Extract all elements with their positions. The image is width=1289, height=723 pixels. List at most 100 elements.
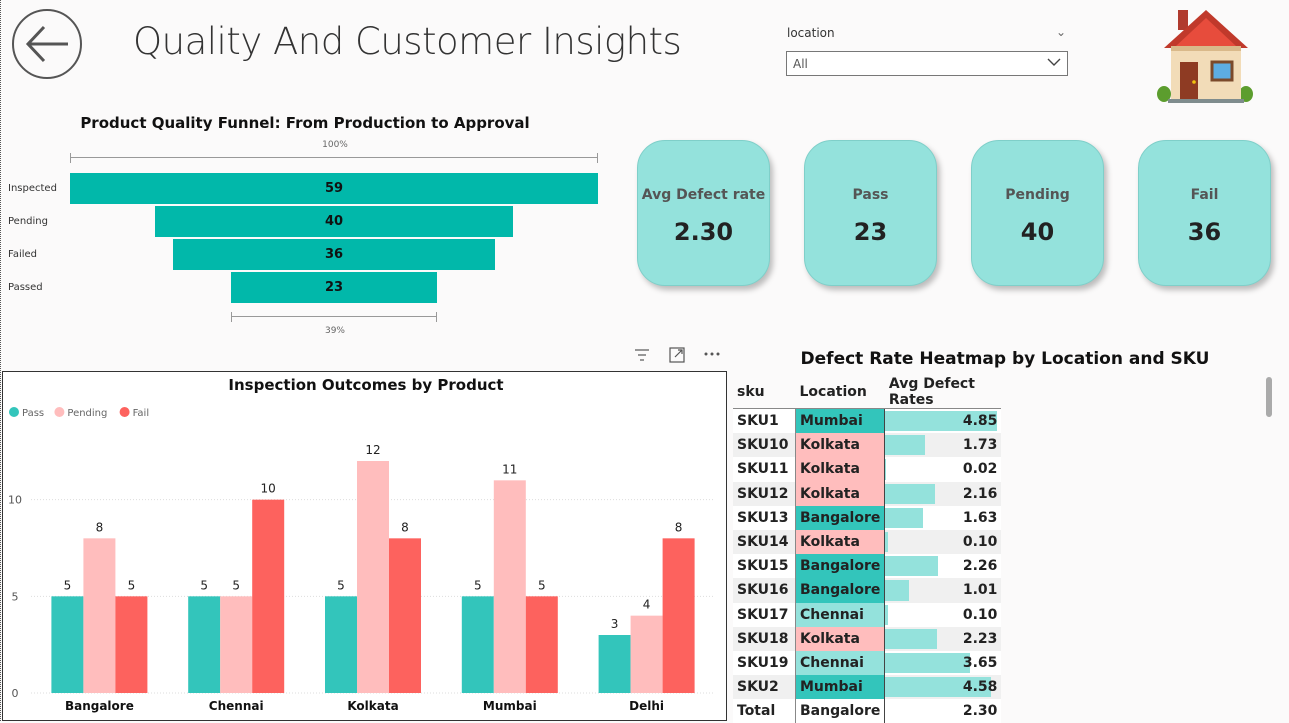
data-label: 8 bbox=[96, 520, 104, 534]
back-button[interactable] bbox=[12, 9, 82, 79]
total-rate-value: 2.30 bbox=[885, 703, 1001, 719]
legend-label[interactable]: Fail bbox=[133, 408, 150, 419]
card-label: Fail bbox=[1139, 187, 1270, 203]
sku-cell: SKU1 bbox=[733, 409, 796, 434]
visual-header-icons bbox=[634, 345, 724, 365]
rate-value: 4.85 bbox=[885, 413, 1001, 429]
rate-value: 2.16 bbox=[885, 486, 1001, 502]
sku-cell: SKU14 bbox=[733, 530, 796, 554]
bar[interactable] bbox=[188, 596, 220, 693]
column-header-avg-defect-rates[interactable]: Avg Defect Rates bbox=[885, 376, 1002, 409]
rate-cell: 0.10 bbox=[885, 603, 1002, 627]
data-label: 5 bbox=[232, 578, 240, 592]
legend-label[interactable]: Pending bbox=[67, 408, 107, 419]
data-label: 3 bbox=[611, 617, 619, 631]
bar[interactable] bbox=[220, 596, 252, 693]
location-cell: Bangalore bbox=[796, 554, 885, 578]
funnel-bar[interactable]: 23 bbox=[231, 272, 437, 303]
data-label: 8 bbox=[401, 520, 409, 534]
card-label: Pending bbox=[972, 187, 1103, 203]
bar[interactable] bbox=[663, 538, 695, 693]
rate-cell: 2.26 bbox=[885, 554, 1002, 578]
rate-value: 0.10 bbox=[885, 607, 1001, 623]
sku-cell: SKU11 bbox=[733, 457, 796, 481]
rate-value: 1.63 bbox=[885, 510, 1001, 526]
house-icon[interactable] bbox=[1156, 4, 1256, 104]
data-label: 12 bbox=[365, 443, 380, 457]
funnel-bar[interactable]: 59 bbox=[70, 173, 598, 204]
filter-icon[interactable] bbox=[634, 348, 650, 362]
column-header-sku[interactable]: sku bbox=[733, 376, 796, 409]
bar[interactable] bbox=[599, 635, 631, 693]
bar[interactable] bbox=[83, 538, 115, 693]
data-label: 5 bbox=[474, 578, 482, 592]
funnel-bar[interactable]: 36 bbox=[173, 239, 495, 270]
more-options-icon[interactable] bbox=[704, 352, 720, 356]
rate-value: 2.26 bbox=[885, 558, 1001, 574]
sku-cell: SKU10 bbox=[733, 433, 796, 457]
location-cell: Chennai bbox=[796, 603, 885, 627]
column-header-location[interactable]: Location bbox=[796, 376, 885, 409]
data-label: 5 bbox=[538, 578, 546, 592]
sku-cell: SKU18 bbox=[733, 627, 796, 651]
rate-cell: 4.85 bbox=[885, 409, 1002, 434]
rate-value: 1.01 bbox=[885, 582, 1001, 598]
focus-mode-icon[interactable] bbox=[669, 347, 685, 363]
rate-cell: 0.02 bbox=[885, 457, 1002, 481]
sku-cell: SKU17 bbox=[733, 603, 796, 627]
table-scrollbar[interactable] bbox=[1266, 377, 1272, 417]
kpi-card-pending: Pending 40 bbox=[971, 140, 1104, 286]
funnel-bottom-bracket bbox=[231, 312, 437, 322]
rate-cell: 2.16 bbox=[885, 482, 1002, 506]
rate-cell: 4.58 bbox=[885, 675, 1002, 699]
funnel-stage-label: Failed bbox=[8, 249, 37, 260]
funnel-stage-label: Pending bbox=[8, 216, 48, 227]
bar[interactable] bbox=[325, 596, 357, 693]
bar[interactable] bbox=[252, 500, 284, 693]
rate-value: 4.58 bbox=[885, 679, 1001, 695]
page-title: Quality And Customer Insights bbox=[133, 20, 681, 63]
location-dropdown[interactable]: All bbox=[786, 51, 1068, 76]
chevron-down-icon[interactable]: ⌄ bbox=[1056, 25, 1066, 39]
legend-marker bbox=[120, 407, 130, 417]
sku-cell: SKU2 bbox=[733, 675, 796, 699]
bar[interactable] bbox=[494, 480, 526, 693]
bar[interactable] bbox=[462, 596, 494, 693]
heatmap-title: Defect Rate Heatmap by Location and SKU bbox=[780, 349, 1230, 369]
funnel-bar[interactable]: 40 bbox=[155, 206, 513, 237]
bar[interactable] bbox=[357, 461, 389, 693]
data-label: 5 bbox=[128, 578, 136, 592]
slicer-label: location bbox=[787, 26, 835, 40]
bar[interactable] bbox=[51, 596, 83, 693]
data-label: 5 bbox=[337, 578, 345, 592]
funnel-top-percent: 100% bbox=[305, 140, 365, 150]
rate-value: 2.23 bbox=[885, 631, 1001, 647]
legend-label[interactable]: Pass bbox=[22, 408, 44, 419]
data-label: 11 bbox=[502, 462, 517, 476]
x-category-label: Delhi bbox=[629, 699, 664, 713]
card-label: Pass bbox=[805, 187, 936, 203]
location-cell: Mumbai bbox=[796, 675, 885, 699]
data-label: 5 bbox=[64, 578, 72, 592]
location-slicer-header: location ⌄ bbox=[787, 26, 1069, 44]
bar[interactable] bbox=[526, 596, 558, 693]
bar[interactable] bbox=[631, 616, 663, 693]
table-header-row: sku Location Avg Defect Rates bbox=[733, 376, 1001, 409]
bar[interactable] bbox=[389, 538, 421, 693]
bar[interactable] bbox=[115, 596, 147, 693]
x-category-label: Bangalore bbox=[65, 699, 134, 713]
